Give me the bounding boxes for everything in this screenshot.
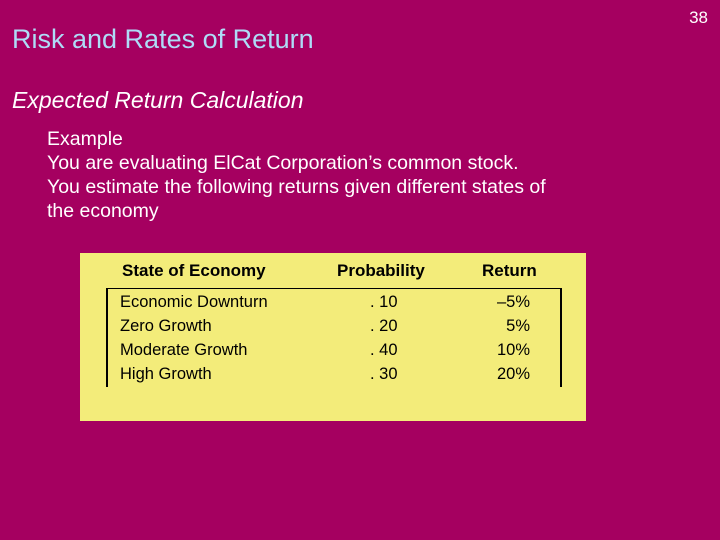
returns-table: State of Economy Probability Return Econ… xyxy=(80,253,586,421)
slide-number: 38 xyxy=(689,8,708,27)
cell-state: Economic Downturn xyxy=(120,293,268,311)
table-row: Zero Growth . 20 5% xyxy=(108,314,560,338)
cell-return: 10% xyxy=(496,341,530,359)
body-line: You estimate the following returns given… xyxy=(47,176,546,198)
slide-title: Risk and Rates of Return xyxy=(12,24,314,54)
body-line: the economy xyxy=(47,200,159,222)
body-text: Example You are evaluating ElCat Corpora… xyxy=(47,127,697,223)
cell-probability: . 40 xyxy=(370,341,398,359)
body-line: You are evaluating ElCat Corporation’s c… xyxy=(47,152,519,174)
table-body: Economic Downturn . 10 –5% Zero Growth .… xyxy=(106,288,562,387)
header-return: Return xyxy=(482,261,537,280)
body-line: Example xyxy=(47,128,123,150)
table-row: Moderate Growth . 40 10% xyxy=(108,338,560,362)
table-row: High Growth . 30 20% xyxy=(108,362,560,386)
cell-state: Moderate Growth xyxy=(120,341,248,359)
header-probability: Probability xyxy=(337,261,425,280)
slide-subtitle: Expected Return Calculation xyxy=(12,87,304,113)
table-row: Economic Downturn . 10 –5% xyxy=(108,290,560,314)
cell-probability: . 20 xyxy=(370,317,398,335)
cell-return: –5% xyxy=(496,293,530,311)
cell-probability: . 10 xyxy=(370,293,398,311)
cell-state: Zero Growth xyxy=(120,317,212,335)
header-state: State of Economy xyxy=(122,261,266,280)
cell-state: High Growth xyxy=(120,365,212,383)
cell-probability: . 30 xyxy=(370,365,398,383)
cell-return: 5% xyxy=(506,317,530,335)
cell-return: 20% xyxy=(496,365,530,383)
